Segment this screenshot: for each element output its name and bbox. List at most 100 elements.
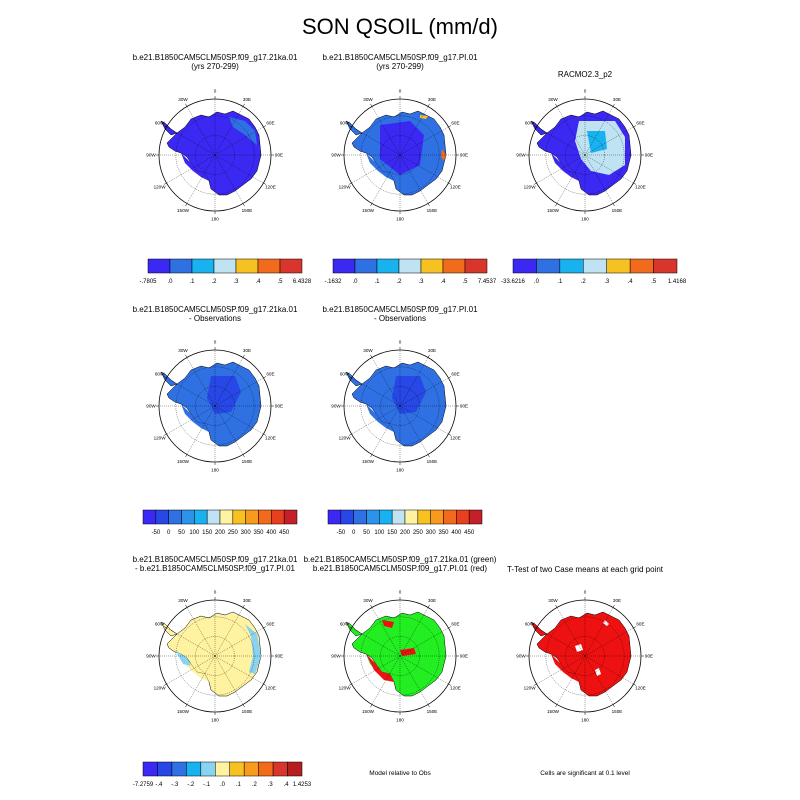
longitude-label: 30E [428,348,436,353]
longitude-label: 180 [581,718,589,723]
latitude-circle [380,135,420,175]
longitude-label: 120E [635,185,646,190]
longitude-tick [633,626,637,629]
longitude-label: 120W [339,686,352,691]
colorbar-label: 150 [202,530,213,536]
meridian-line [584,126,634,156]
longitude-tick [370,203,373,207]
colorbar-label: .4 [440,279,446,285]
colorbar-swatch [279,258,303,274]
land-mask [160,361,262,447]
longitude-label: 60E [266,121,274,126]
colorbar-swatch [206,509,221,525]
colorbar-label: -.2 [187,782,195,788]
meridian-line [214,154,264,184]
graticule [159,350,271,462]
longitude-label: 60W [340,121,350,126]
colorbar-p7: -7.2759 -.4 -.3 -.2 -.1 .0 .1 .2 .3 .4 1.4253 [133,761,312,788]
colorbar-swatch [257,258,281,274]
colorbar-label: 250 [228,530,239,536]
colorbar-swatch [215,761,230,777]
colorbar-label: -50 [336,530,345,536]
longitude-label: 30E [243,348,251,353]
field-patch-1 [382,620,394,628]
colorbar-label: .4 [284,782,290,788]
longitude-tick [612,704,615,708]
field-patch-0 [380,121,424,175]
meridian-line [556,655,586,705]
colorbar-swatch [181,509,195,525]
longitude-label: 90E [275,654,283,659]
field-patch-1 [175,650,191,666]
graticule [344,600,456,712]
meridian-line [584,655,614,705]
colorbar-swatch [245,509,259,525]
colorbar-swatch [354,258,378,274]
panel-title-line2: - b.e21.B1850CAM5CLM50SP.f09_g17.PI.01 [135,564,295,573]
field-patch-2 [400,648,416,656]
colorbar-label: .3 [268,782,274,788]
longitude-tick [633,683,637,686]
meridian-line [584,607,614,657]
meridian-line [399,655,429,705]
longitude-tick [242,454,245,458]
colorbar-p3: -33.6216 .0 .1 .2 .3 .4 .5 1.4168 [501,258,687,285]
colorbar-label: 6.4328 [293,279,312,285]
colorbar-swatch [200,761,216,777]
colorbar-swatch [272,761,288,777]
polar-map-p1: 30W 0 30E 60E 90E 120E 150E 180 150W 120W 90W 60W [146,89,283,222]
polar-map-p2: 30W 0 30E 60E 90E 120E 150E 180 150W 120W 90W 60W [331,89,468,222]
longitude-label: 120W [339,185,352,190]
longitude-tick [370,103,373,107]
antarctic-peninsula [160,621,178,637]
colorbar-swatch [147,258,171,274]
longitude-label: 0 [584,590,587,595]
latitude-circle [380,636,420,676]
land-mask [345,611,447,697]
longitude-tick [242,103,245,107]
panel-title-line1: b.e21.B1850CAM5CLM50SP.f09_g17.21ka.01 [132,305,298,314]
longitude-label: 30E [243,598,251,603]
meridian-line [536,627,586,657]
graticule [529,99,641,211]
polar-map-p3: 30W 0 30E 60E 90E 120E 150E 180 150W 120W 90W 60W [516,89,653,222]
longitude-label: 150E [242,208,253,213]
longitude-label: 150E [612,709,623,714]
meridian-line [166,154,216,184]
longitude-tick [612,604,615,608]
panel-title-p8: b.e21.B1850CAM5CLM50SP.f09_g17.21ka.01 (… [285,555,515,573]
panel-title-line1: b.e21.B1850CAM5CLM50SP.f09_g17.21ka.01 [132,53,298,62]
panel-title-line2: (yrs 270-299) [376,62,424,71]
longitude-label: 0 [214,89,217,94]
colorbar-swatch [194,509,208,525]
meridian-line [584,154,614,204]
colorbar-label: 0 [352,530,356,536]
field-patch-0 [392,376,426,414]
colorbar-swatch [442,258,466,274]
longitude-label: 120W [339,436,352,441]
longitude-label: 30E [428,97,436,102]
land-mask [160,611,262,697]
land-mask [530,110,632,196]
longitude-tick [533,626,537,629]
longitude-tick [633,125,637,128]
longitude-label: 180 [211,217,219,222]
longitude-tick [185,604,188,608]
longitude-label: 150E [427,709,438,714]
panel-title-p5: b.e21.B1850CAM5CLM50SP.f09_g17.PI.01- Ob… [285,305,515,323]
colorbar-label: -33.6216 [501,279,525,285]
colorbar-swatch [629,258,654,274]
meridian-line [214,106,244,156]
longitude-label: 120E [450,686,461,691]
latitude-circle [565,636,605,676]
colorbar-label: 450 [464,530,475,536]
meridian-line [214,627,264,657]
colorbar-swatch [327,509,342,525]
longitude-label: 30W [178,348,188,353]
longitude-label: 120W [154,185,167,190]
west-antarctica [551,153,579,181]
colorbar-label: -7.2759 [133,782,154,788]
polar-map-p4: 30W 0 30E 60E 90E 120E 150E 180 150W 120W 90W 60W [146,340,283,473]
colorbar-label: 400 [266,530,277,536]
meridian-line [214,357,244,407]
